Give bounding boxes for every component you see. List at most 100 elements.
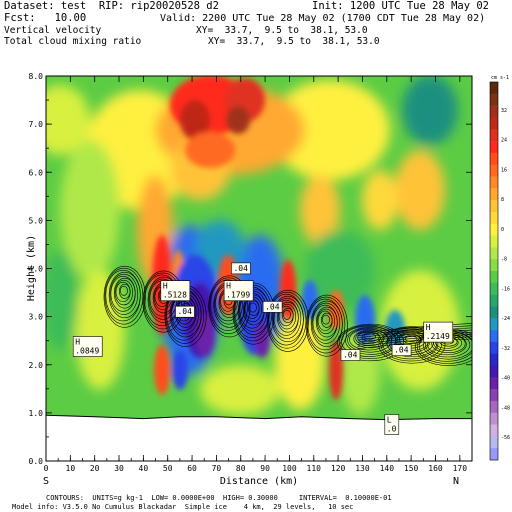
x-axis-right-end: N xyxy=(453,476,459,487)
colorbar-label: -56 xyxy=(501,435,510,441)
cloud-contour xyxy=(306,296,346,354)
cloud-contour xyxy=(110,275,136,312)
x-tick-label: 50 xyxy=(163,464,173,473)
annotation-text: .5128 xyxy=(163,291,187,300)
cloud-contour xyxy=(210,279,246,331)
colorbar-frame xyxy=(489,81,499,461)
x-tick-label: 110 xyxy=(307,464,322,473)
cloud-contour xyxy=(277,303,297,330)
cloud-contour-band xyxy=(357,331,472,343)
cloud-contour xyxy=(248,302,257,313)
colorbar-swatch xyxy=(490,117,498,130)
annotation-label: H.5128 xyxy=(160,280,191,302)
cloud-contour-band xyxy=(357,336,472,347)
colorbar-swatch xyxy=(490,271,498,284)
cloud-contour-band xyxy=(357,338,472,350)
colorbar-swatch xyxy=(490,282,498,295)
annotation-text: H xyxy=(426,323,431,332)
colorbar-swatch xyxy=(490,188,498,201)
y-axis-label: Height (km) xyxy=(26,235,37,301)
cloud-contour xyxy=(115,281,131,303)
cloud-contour xyxy=(363,333,376,340)
cloud-contour xyxy=(208,275,251,338)
x-tick-label: 70 xyxy=(212,464,222,473)
cloud-contour xyxy=(267,291,307,349)
colorbar-swatch xyxy=(490,82,498,95)
y-tick-label: 7.0 xyxy=(29,120,44,129)
field2-xy: XY= 33.7, 9.5 to 38.1, 53.0 xyxy=(208,36,380,47)
colorbar-swatch xyxy=(490,412,498,425)
colorbar-label: -24 xyxy=(501,316,510,322)
colorbar-swatch xyxy=(490,448,498,461)
x-tick-label: 80 xyxy=(236,464,246,473)
colorbar: 32 24 16 8 0 -8 -16 -24 -32 -40 -48 -56 xyxy=(489,81,510,461)
x-tick-label: 130 xyxy=(355,464,370,473)
cloud-contour-band xyxy=(357,334,472,345)
dataset-label: Dataset: test RIP: rip20020528 d2 xyxy=(4,0,219,12)
annotation-text: .2149 xyxy=(426,332,450,341)
cloud-contour xyxy=(355,330,385,347)
cloud-contour xyxy=(278,305,294,327)
cloud-contour xyxy=(272,297,302,339)
cloud-contour xyxy=(312,304,338,341)
axis-tick-labels: 0 10 20 30 40 50 60 70 80 90 100 110 120 130 140 150 160… xyxy=(29,72,468,473)
x-axis-left-end: S xyxy=(43,476,49,487)
cloud-contour xyxy=(345,326,396,355)
cloud-contour xyxy=(311,302,341,344)
valid-label: Valid: 2200 UTC Tue 28 May 02 (1700 CDT … xyxy=(160,13,486,24)
axis-ticks xyxy=(45,75,473,462)
annotation-label: .04 xyxy=(262,301,283,313)
cloud-contour xyxy=(268,293,304,346)
terrain-line xyxy=(45,414,472,421)
colorbar-swatch xyxy=(490,330,498,343)
annotation-box xyxy=(160,280,191,302)
colorbar-swatch xyxy=(490,129,498,142)
colorbar-label: -8 xyxy=(501,257,507,263)
cloud-contour xyxy=(349,328,389,351)
annotation-text: H xyxy=(75,338,80,347)
y-tick-label: 4.0 xyxy=(29,265,44,274)
colorbar-swatch xyxy=(490,424,498,437)
y-tick-label: 8.0 xyxy=(29,72,44,81)
x-tick-label: 150 xyxy=(404,464,419,473)
annotation-label: H.0849 xyxy=(72,336,103,357)
colorbar-swatch xyxy=(490,141,498,154)
annotation-box xyxy=(384,414,400,435)
colorbar-label: 8 xyxy=(501,197,504,203)
y-tick-label: 6.0 xyxy=(29,168,44,177)
cloud-contour-band xyxy=(357,329,472,341)
annotation-text: .0 xyxy=(387,425,397,434)
y-tick-label: 5.0 xyxy=(29,216,44,225)
chart-annotations: H.0849H.5128H.1799.04.04.04.04.04H.2149L… xyxy=(72,262,454,435)
cloud-contour xyxy=(104,267,144,325)
colorbar-swatch xyxy=(490,176,498,189)
colorbar-swatch xyxy=(490,259,498,272)
cloud-contour xyxy=(321,314,330,325)
cloud-contour xyxy=(105,269,141,322)
cloud-contour xyxy=(305,294,348,357)
annotation-text: .04 xyxy=(265,302,280,311)
colorbar-swatch xyxy=(490,436,498,449)
colorbar-swatch xyxy=(490,152,498,165)
annotation-box xyxy=(391,344,412,357)
annotation-box xyxy=(72,336,103,357)
colorbar-swatch xyxy=(490,377,498,390)
x-tick-label: 90 xyxy=(260,464,270,473)
y-tick-label: 2.0 xyxy=(29,361,44,370)
field2-label: Total cloud mixing ratio xyxy=(4,36,142,47)
annotation-text: .1799 xyxy=(226,291,250,300)
fcst-label: Fcst: 10.00 xyxy=(4,12,87,24)
cloud-contour-band xyxy=(357,327,472,339)
annotation-label: H.2149 xyxy=(423,321,454,343)
annotation-box xyxy=(223,280,254,302)
y-tick-label: 0.0 xyxy=(29,457,44,466)
cloud-contour-band xyxy=(357,325,472,336)
annotation-box xyxy=(423,321,454,343)
x-tick-label: 140 xyxy=(380,464,395,473)
x-tick-label: 10 xyxy=(66,464,76,473)
colorbar-swatch xyxy=(490,223,498,236)
x-tick-label: 120 xyxy=(331,464,346,473)
cloud-contour xyxy=(273,299,299,336)
annotation-label: .04 xyxy=(231,262,251,275)
cloud-contour xyxy=(347,327,393,353)
